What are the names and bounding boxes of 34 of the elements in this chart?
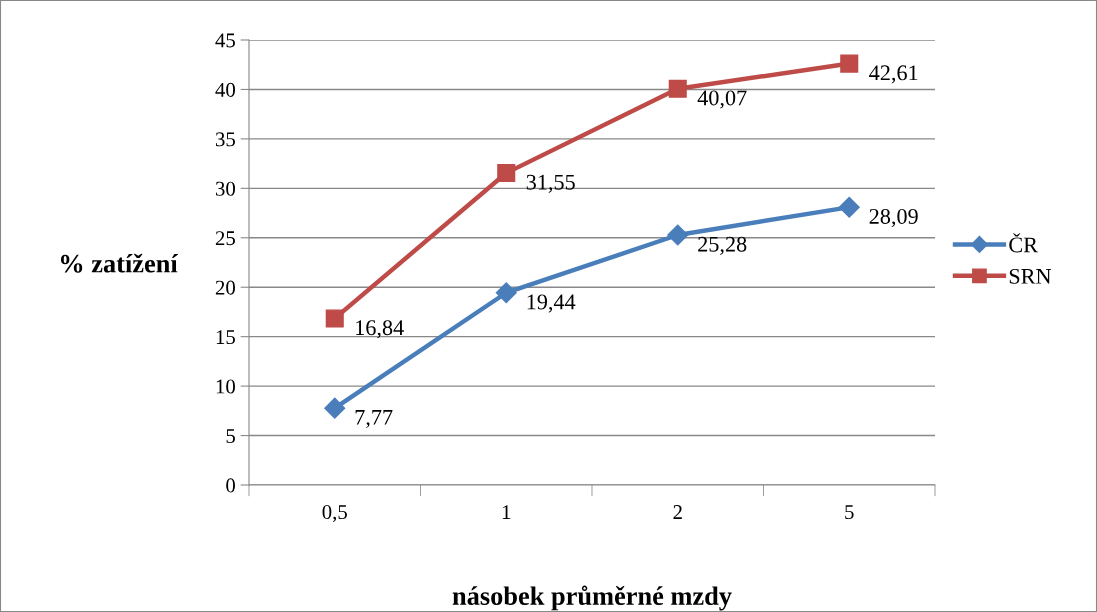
- data-label: 7,77: [355, 410, 393, 429]
- y-tick-label: 30: [215, 181, 236, 196]
- x-axis-title: násobek průměrné mzdy: [452, 585, 732, 611]
- point: [667, 224, 689, 246]
- data-label: 19,44: [527, 294, 576, 313]
- data-label: 42,61: [869, 65, 918, 84]
- y-tick-label: 20: [215, 280, 236, 295]
- point: [838, 196, 860, 218]
- point: [495, 282, 517, 304]
- x-tick-label: 0,5: [322, 505, 347, 523]
- point: [325, 309, 344, 328]
- data-label: 40,07: [697, 90, 747, 109]
- point: [324, 397, 346, 419]
- y-axis-title: % zatížení: [60, 253, 179, 273]
- data-label: 25,28: [698, 236, 747, 255]
- y-tick-label: 0: [226, 478, 236, 493]
- point: [840, 54, 859, 73]
- y-tick-label: 35: [215, 132, 235, 147]
- y-tick-label: 15: [216, 330, 235, 345]
- x-tick-label: 2: [673, 505, 682, 519]
- y-tick-label: 45: [215, 33, 235, 48]
- data-label: 28,09: [869, 208, 918, 228]
- y-tick-label: 5: [226, 429, 235, 443]
- y-tick-label: 10: [216, 379, 236, 394]
- x-tick-label: 1: [502, 505, 511, 519]
- point: [668, 79, 687, 98]
- point: [497, 163, 516, 183]
- legend-label: SRN: [1009, 268, 1052, 284]
- x-tick-label: 5: [845, 505, 854, 520]
- data-label: 31,55: [526, 174, 575, 193]
- data-label: 16,84: [356, 320, 404, 339]
- y-tick-label: 25: [215, 231, 235, 246]
- y-tick-label: 40: [215, 82, 236, 97]
- legend-label: ČR: [1009, 233, 1038, 253]
